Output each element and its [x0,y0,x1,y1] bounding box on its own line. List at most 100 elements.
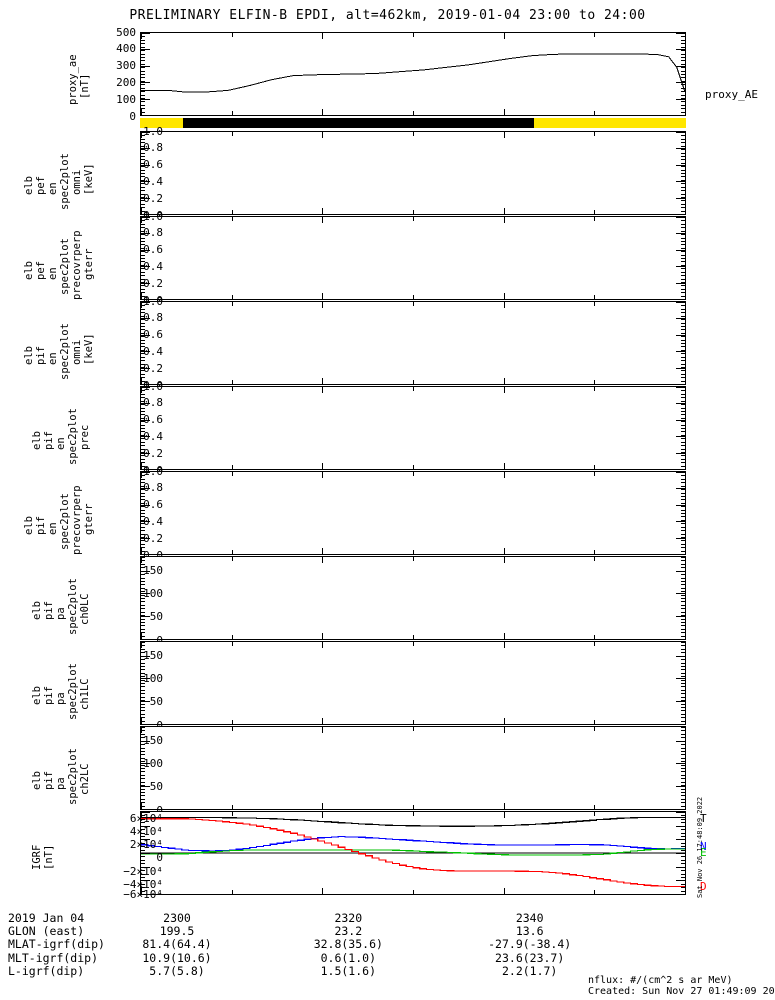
axis-minor-tick [141,690,145,691]
panel-pef-en-omni[interactable] [140,131,686,215]
x-minor-tick [232,132,233,136]
axis-major-tick [141,318,150,319]
axis-minor-tick [141,608,145,609]
axis-minor-tick [681,822,685,823]
axis-major-tick [676,867,685,868]
x-minor-tick [594,890,595,894]
axis-major-tick [141,217,150,218]
axis-major-tick [676,488,685,489]
axis-minor-tick [681,581,685,582]
igrf-legend-d: D [700,880,707,893]
axis-minor-tick [141,744,145,745]
axis-minor-tick [681,673,685,674]
axis-major-tick [141,33,150,34]
x-major-tick [322,633,323,639]
status-bar-segment [140,118,183,128]
axis-major-tick [676,115,685,116]
axis-major-tick [676,571,685,572]
axis-minor-tick [681,425,685,426]
panel-pif-pa-ch0lc[interactable] [140,556,686,640]
axis-minor-tick [141,36,145,37]
panel-pef-en-precovrperp[interactable] [140,216,686,300]
axis-minor-tick [141,601,145,602]
panel-pif-pa-ch1lc[interactable] [140,641,686,725]
x-major-tick [322,217,323,223]
axis-minor-tick [141,289,145,290]
x-minor-tick [232,890,233,894]
axis-minor-tick [141,877,145,878]
x-major-tick [504,463,505,469]
x-major-tick [504,642,505,648]
x-minor-tick [413,111,414,115]
x-major-tick [141,302,142,308]
axis-major-tick [676,368,685,369]
axis-major-tick [676,436,685,437]
axis-minor-tick [681,836,685,837]
axis-minor-tick [141,707,145,708]
axis-minor-tick [141,547,145,548]
axis-minor-tick [141,489,145,490]
axis-major-tick [141,472,150,473]
axis-major-tick [676,701,685,702]
panel-pif-en-prec[interactable] [140,386,686,470]
axis-minor-tick [681,452,685,453]
axis-minor-tick [681,884,685,885]
igrf-trace-e [141,848,685,856]
axis-major-tick [141,403,150,404]
axis-minor-tick [141,887,145,888]
panel-pif-pa-ch2lc[interactable] [140,726,686,810]
x-major-tick [141,633,142,639]
x-major-tick [504,718,505,724]
x-major-tick [685,812,686,818]
axis-major-tick [676,420,685,421]
axis-minor-tick [681,683,685,684]
axis-minor-tick [141,319,145,320]
panel-igrf[interactable] [140,811,686,895]
axis-minor-tick [141,357,145,358]
axis-major-tick [141,571,150,572]
axis-minor-tick [681,534,685,535]
x-minor-tick [594,557,595,561]
axis-minor-tick [141,666,145,667]
axis-minor-tick [681,142,685,143]
axis-minor-tick [141,598,145,599]
axis-minor-tick [141,625,145,626]
axis-major-tick [141,302,150,303]
x-major-tick [685,642,686,648]
table-cell: 0.6(1.0) [320,950,376,965]
axis-minor-tick [681,789,685,790]
axis-minor-tick [141,227,145,228]
panel-proxy-ae[interactable] [140,32,686,116]
x-major-tick [322,472,323,478]
axis-minor-tick [681,312,685,313]
x-major-tick [141,472,142,478]
axis-minor-tick [681,43,685,44]
axis-major-tick [141,453,150,454]
x-minor-tick [594,210,595,214]
axis-minor-tick [681,877,685,878]
axis-major-tick [676,593,685,594]
x-minor-tick [594,217,595,221]
axis-minor-tick [141,95,145,96]
axis-minor-tick [681,404,685,405]
axis-major-tick [676,839,685,840]
axis-minor-tick [141,268,145,269]
axis-minor-tick [141,360,145,361]
x-minor-tick [232,111,233,115]
x-major-tick [141,642,142,648]
axis-minor-tick [681,815,685,816]
x-major-tick [322,812,323,818]
x-major-tick [685,387,686,393]
x-major-tick [685,378,686,384]
panel-pif-en-omni[interactable] [140,301,686,385]
status-bar[interactable] [140,118,686,128]
axis-minor-tick [681,265,685,266]
axis-major-tick [141,809,150,810]
panel-pif-en-precovrperp[interactable] [140,471,686,555]
axis-minor-tick [681,428,685,429]
axis-minor-tick [141,224,145,225]
axis-major-tick [141,436,150,437]
x-major-tick [685,208,686,214]
axis-minor-tick [681,669,685,670]
axis-minor-tick [681,479,685,480]
